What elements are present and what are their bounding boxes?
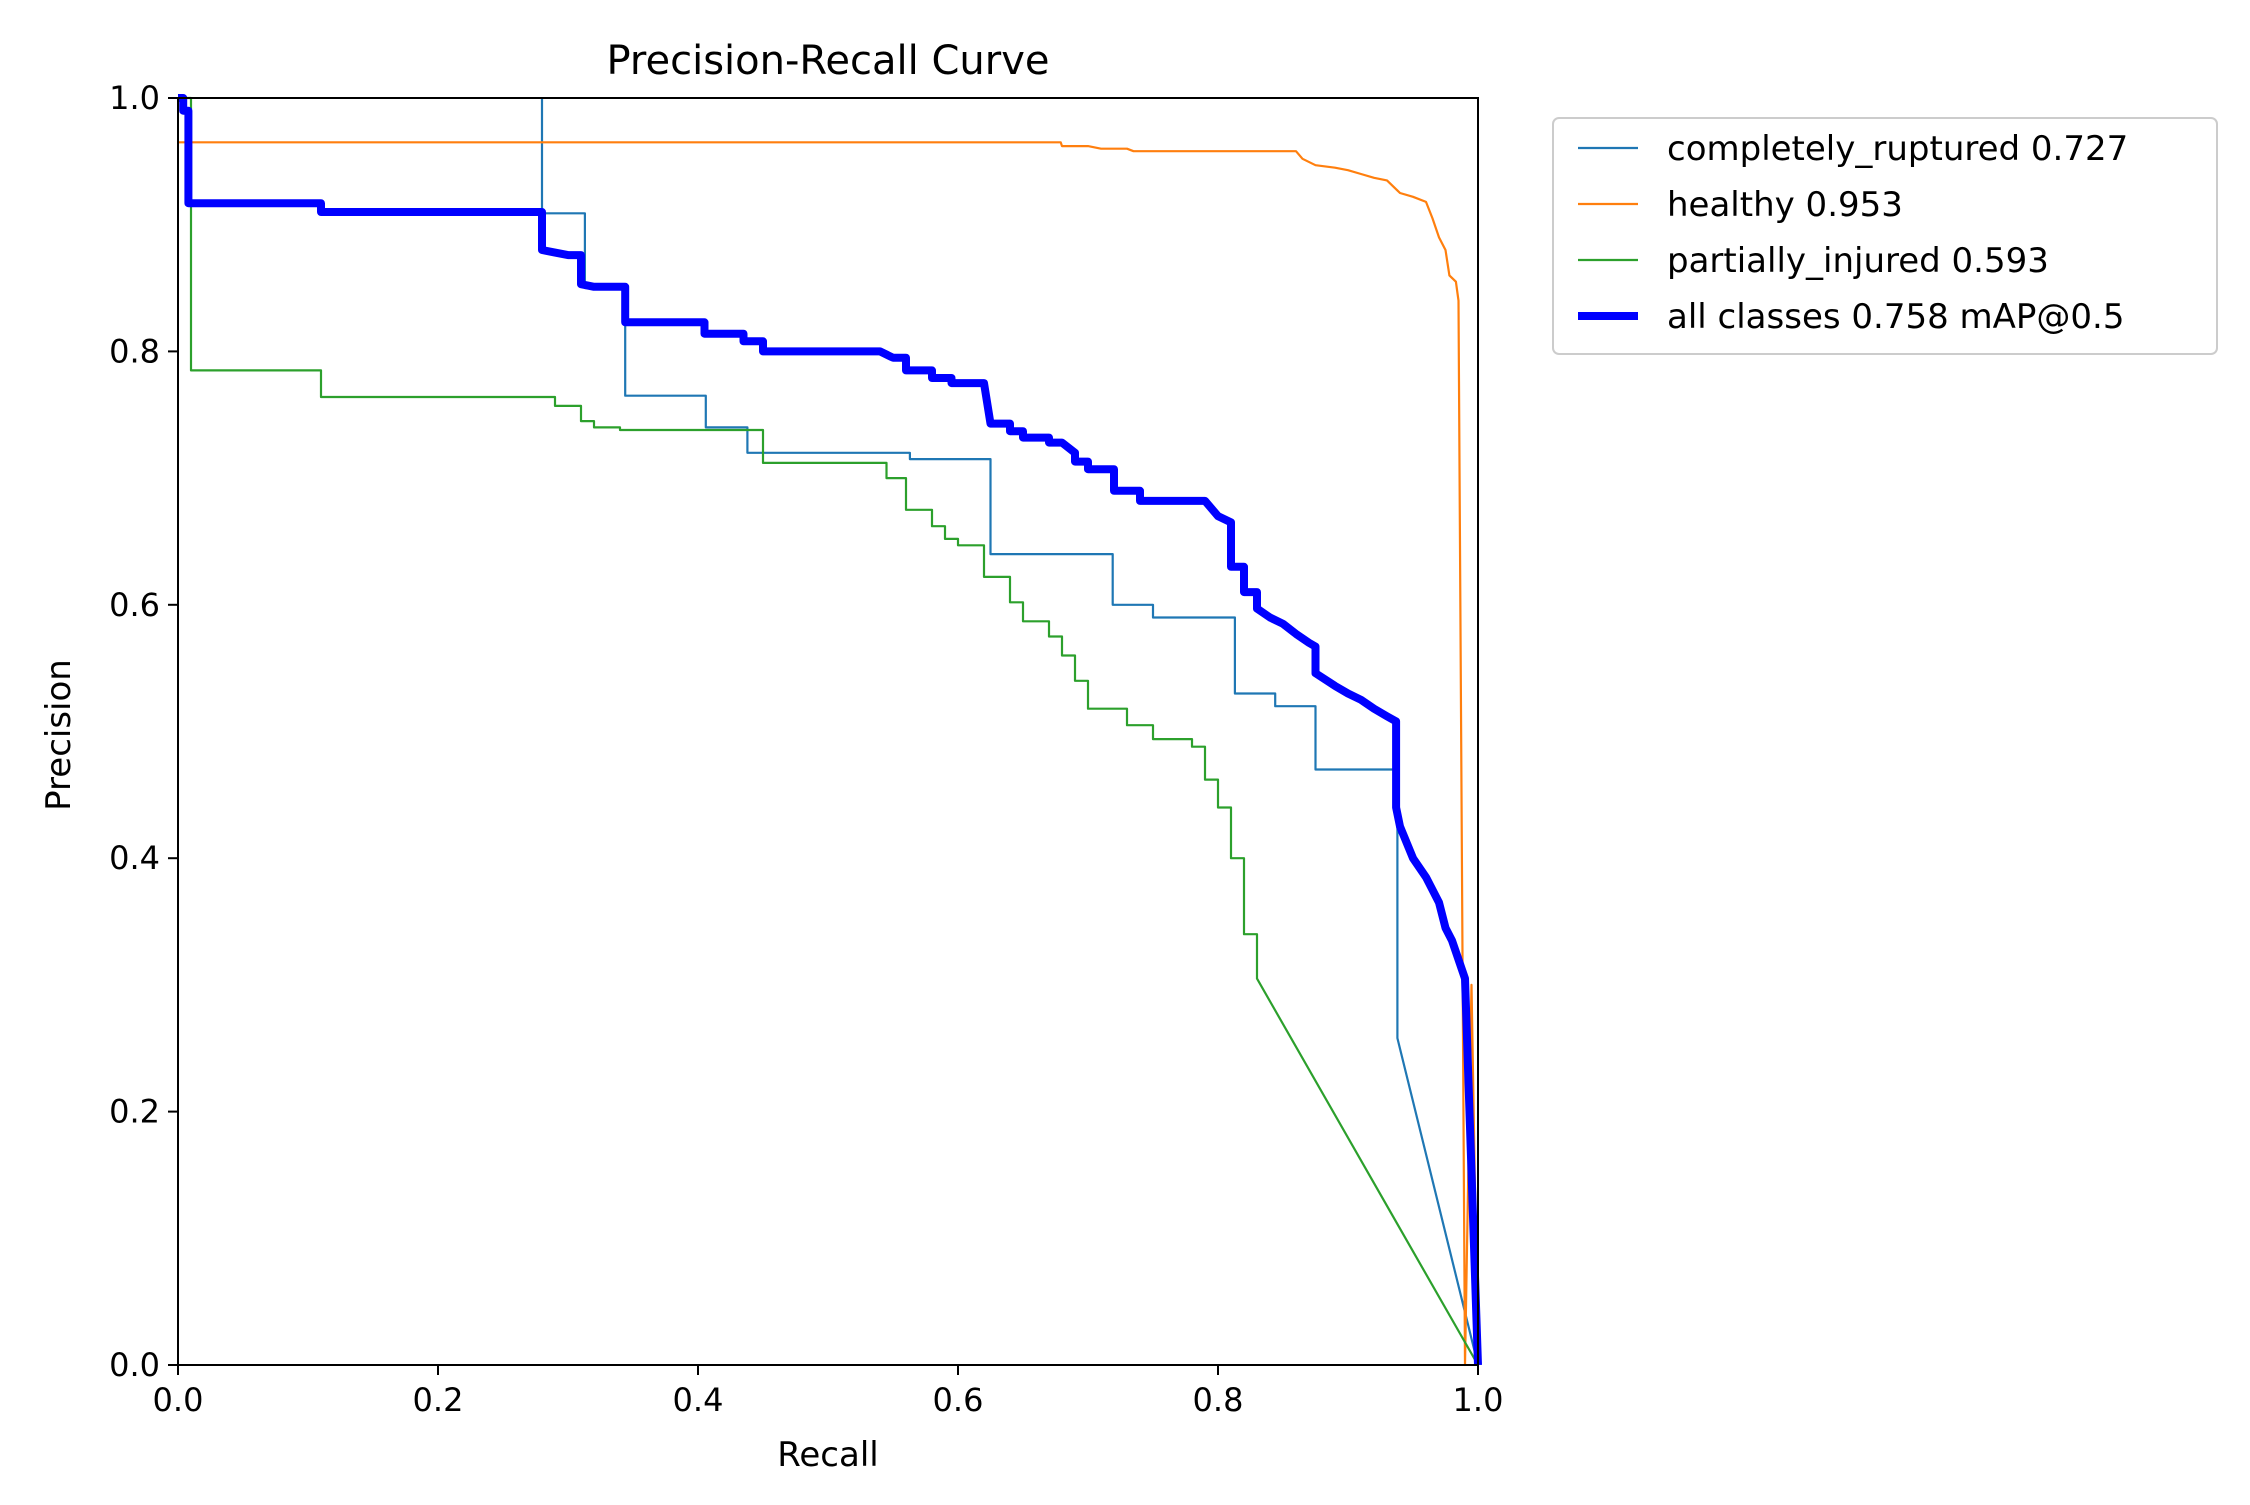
x-axis-ticks: 0.0 0.2 0.4 0.6 0.8 1.0	[153, 1365, 1504, 1419]
y-tick-label: 0.6	[109, 586, 160, 624]
x-tick-label: 0.2	[413, 1381, 464, 1419]
series-line-1	[540, 98, 1480, 1366]
chart-title: Precision-Recall Curve	[607, 38, 1050, 84]
y-axis-label: Precision	[39, 659, 79, 811]
legend: completely_ruptured 0.727 healthy 0.953 pa…	[1552, 117, 2218, 355]
series-line-3	[178, 96, 1479, 1366]
y-tick-label: 0.8	[109, 332, 160, 370]
y-tick-label: 0.2	[109, 1093, 160, 1131]
x-tick-label: 0.0	[153, 1381, 204, 1419]
legend-label-3: partially_injured 0.593	[1667, 241, 2049, 281]
y-axis-ticks: 0.0 0.2 0.4 0.6 0.8 1.0	[109, 79, 178, 1384]
x-axis-label: Recall	[777, 1435, 878, 1475]
x-tick-label: 1.0	[1453, 1381, 1504, 1419]
legend-label-1: completely_ruptured 0.727	[1667, 129, 2128, 169]
series-lines	[178, 94, 1482, 1367]
legend-label-4: all classes 0.758 mAP@0.5	[1667, 297, 2124, 337]
x-tick-label: 0.8	[1193, 1381, 1244, 1419]
series-line-4	[178, 94, 1482, 1366]
x-tick-label: 0.6	[933, 1381, 984, 1419]
legend-label-2: healthy 0.953	[1667, 185, 1903, 225]
legend-frame	[1552, 117, 2218, 355]
series-line-2	[178, 141, 1480, 1367]
plot-frame	[177, 97, 1479, 1366]
y-tick-label: 1.0	[109, 79, 160, 117]
x-tick-label: 0.4	[673, 1381, 724, 1419]
y-tick-label: 0.0	[109, 1346, 160, 1384]
y-tick-label: 0.4	[109, 839, 160, 877]
